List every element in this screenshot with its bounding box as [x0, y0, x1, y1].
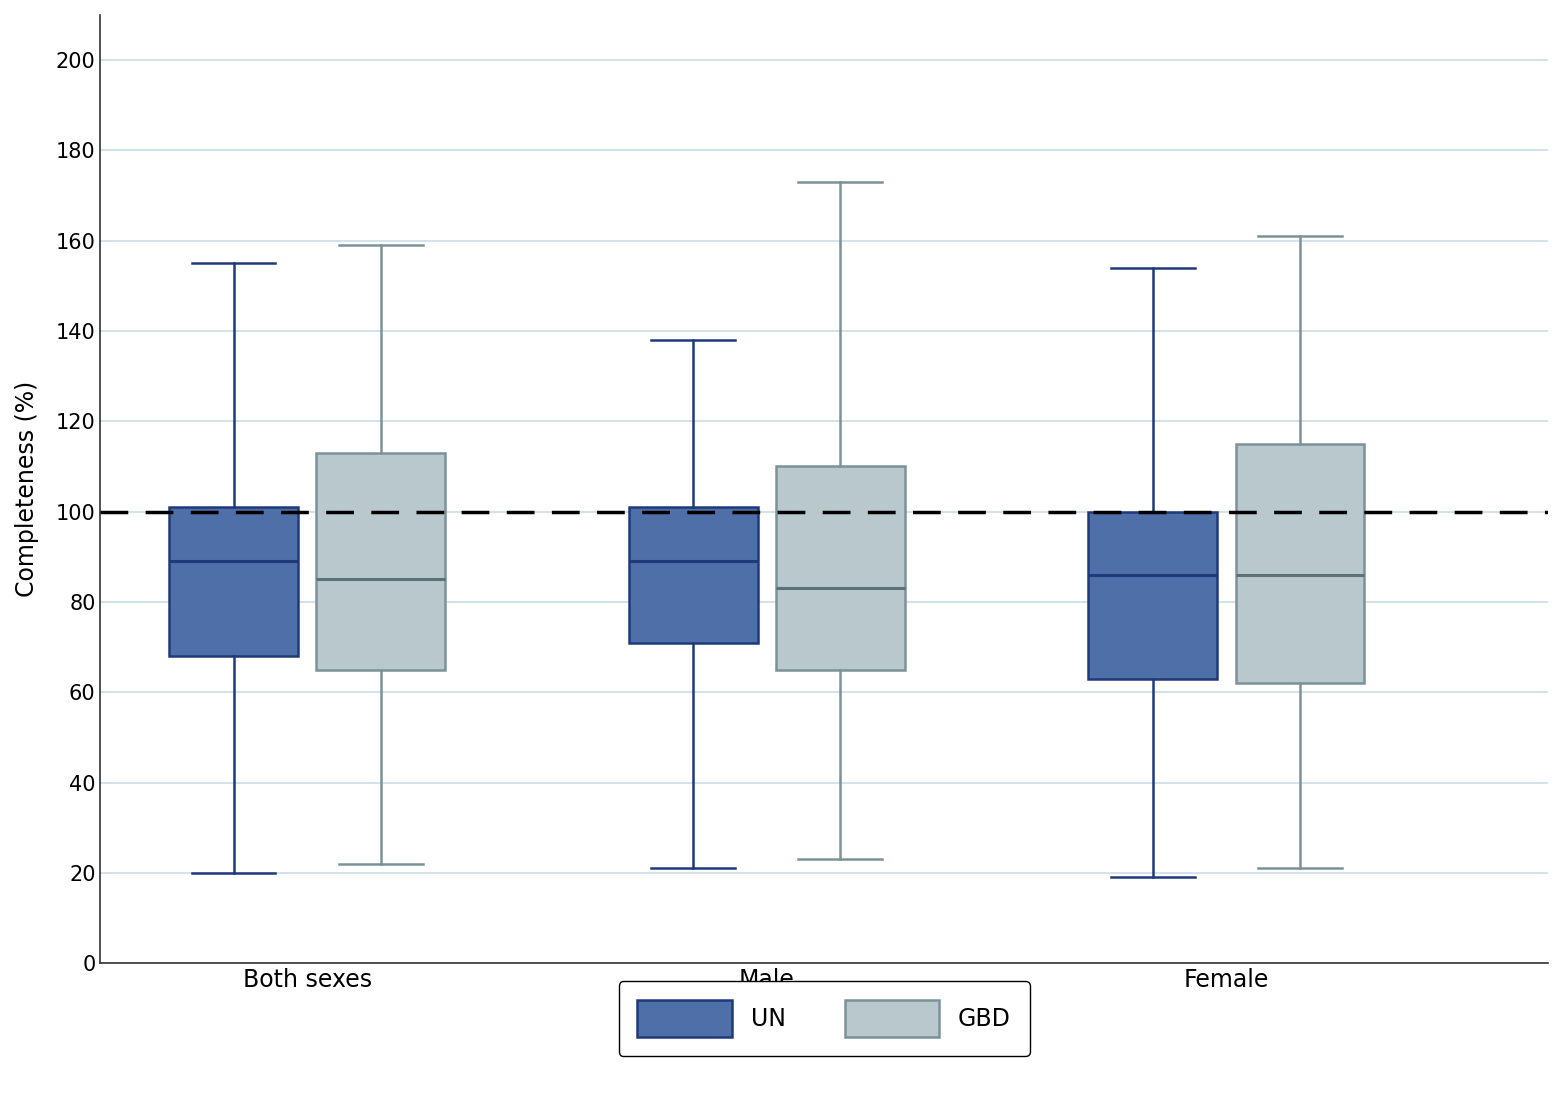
Y-axis label: Completeness (%): Completeness (%) — [16, 381, 39, 597]
Bar — [1088, 511, 1218, 679]
Bar — [316, 453, 445, 670]
Bar — [169, 507, 299, 656]
Legend: UN, GBD: UN, GBD — [619, 981, 1030, 1055]
Bar — [628, 507, 758, 643]
Bar — [775, 467, 905, 670]
Bar — [1235, 444, 1364, 683]
